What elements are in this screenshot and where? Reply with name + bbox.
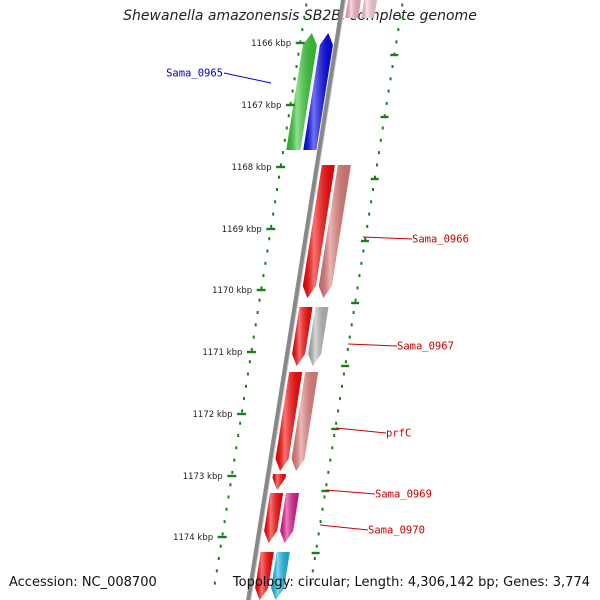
tick-label: 1168 kbp xyxy=(232,163,272,173)
tick-label: 1171 kbp xyxy=(202,348,242,358)
cog-arrow xyxy=(280,493,300,543)
tick-label: 1172 kbp xyxy=(193,410,233,420)
gene-arrow xyxy=(302,165,335,298)
tick-mark xyxy=(295,41,305,45)
gene-label[interactable]: Sama_0969 xyxy=(375,489,432,501)
tick-label: 1170 kbp xyxy=(212,286,252,296)
tick-mark xyxy=(217,535,227,539)
tick-mark xyxy=(227,474,237,478)
gene-label[interactable]: Sama_0967 xyxy=(397,341,454,353)
tick-label: 1173 kbp xyxy=(183,472,223,482)
tick-mark xyxy=(246,350,256,354)
tick-label: 1167 kbp xyxy=(241,101,281,111)
gene-arrow xyxy=(275,372,303,471)
gene-labels: Sama_0965 Sama_0966 Sama_0967 prfC Sama_0969… xyxy=(166,68,469,537)
backbone xyxy=(246,0,347,600)
gene-arrow xyxy=(292,307,313,366)
tick-mark xyxy=(237,412,247,416)
tick-mark xyxy=(256,288,266,292)
gene-arrow xyxy=(345,0,362,18)
cog-arrow xyxy=(271,552,290,600)
tick-label: 1166 kbp xyxy=(251,39,291,49)
cog-arrow xyxy=(308,307,329,366)
gene-label[interactable]: prfC xyxy=(386,428,411,440)
gene-arrow xyxy=(255,552,274,600)
cog-arrow xyxy=(318,165,351,298)
backbone-line xyxy=(246,0,346,600)
gene-features xyxy=(255,0,378,600)
tick-mark xyxy=(266,227,276,231)
map-title: Shewanella amazonensis SB2B, complete ge… xyxy=(123,8,477,24)
genome-summary: Topology: circular; Length: 4,306,142 bp… xyxy=(232,575,590,590)
scale-ticks: 1166 kbp 1167 kbp 1168 kbp 1169 kbp 1170 kbp… xyxy=(173,39,305,543)
gene-arrow xyxy=(272,474,287,490)
tick-mark xyxy=(285,103,295,107)
tick-mark xyxy=(276,165,286,169)
tick-label: 1169 kbp xyxy=(222,225,262,235)
cog-arrow xyxy=(303,33,333,150)
tick-dots xyxy=(213,3,404,585)
gene-arrow xyxy=(264,493,284,543)
tick-label: 1174 kbp xyxy=(173,533,213,543)
cog-arrow xyxy=(291,372,319,471)
gene-label[interactable]: Sama_0966 xyxy=(412,234,469,246)
accession-text: Accession: NC_008700 xyxy=(9,575,157,590)
gene-label[interactable]: Sama_0970 xyxy=(368,525,425,537)
gene-arrow xyxy=(286,33,317,150)
cog-arrow xyxy=(361,0,378,18)
gene-label[interactable]: Sama_0965 xyxy=(166,68,223,80)
